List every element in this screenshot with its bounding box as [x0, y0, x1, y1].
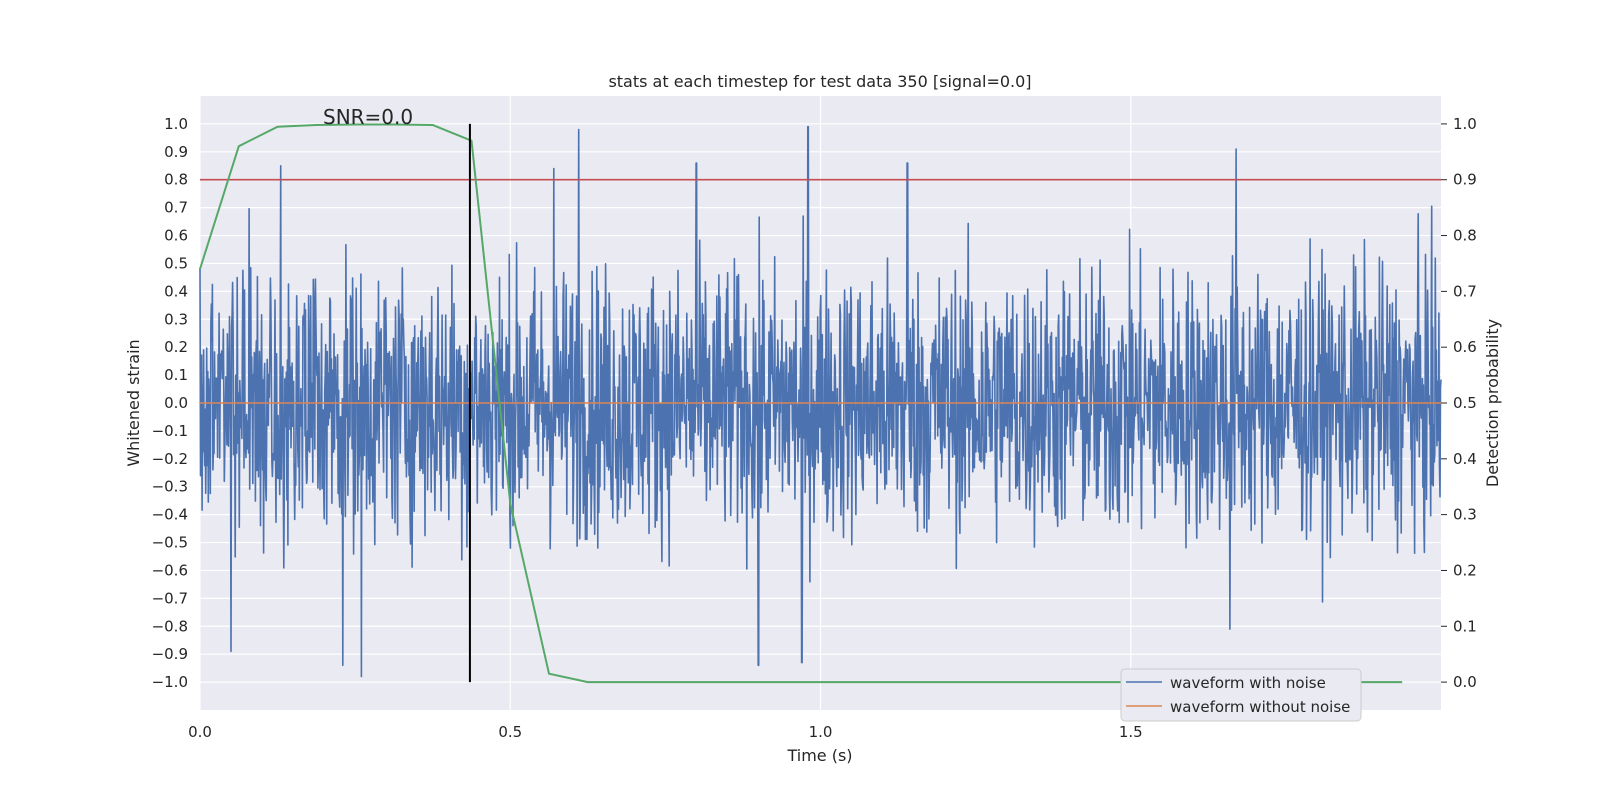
legend: waveform with noise waveform without noi…	[1120, 668, 1362, 722]
right-tick-label: 0.6	[1453, 338, 1477, 356]
y-tick-label: −0.3	[152, 478, 188, 496]
y-tick-label: −0.9	[152, 645, 188, 663]
y-tick-label: 0.0	[164, 394, 188, 412]
right-tick-label: 0.8	[1453, 227, 1477, 245]
y-tick-label: 0.7	[164, 199, 188, 217]
right-tick-label: 0.9	[1453, 171, 1477, 189]
y-axis-label-right: Detection probability	[1483, 319, 1502, 487]
x-axis-label: Time (s)	[786, 746, 852, 765]
y-tick-label: −0.7	[152, 589, 188, 607]
series-line-detection-probability	[199, 123, 1403, 684]
y-tick-label: 1.0	[164, 115, 188, 133]
legend-label-clean: waveform without noise	[1170, 698, 1350, 716]
chart-title: stats at each timestep for test data 350…	[608, 72, 1031, 91]
right-tick-label: 0.0	[1453, 673, 1477, 691]
y-tick-label: −0.6	[152, 561, 188, 579]
y-tick-label: 0.1	[164, 366, 188, 384]
y-tick-label: 0.6	[164, 227, 188, 245]
y-tick-label: −0.8	[152, 617, 188, 635]
y-tick-label: −0.4	[152, 506, 188, 524]
right-tick-label: 0.3	[1453, 506, 1477, 524]
y-tick-label: 0.5	[164, 254, 188, 272]
y-tick-label: −1.0	[152, 673, 188, 691]
y-tick-label: −0.1	[152, 422, 188, 440]
y-tick-label: 0.8	[164, 171, 188, 189]
legend-label-noise: waveform with noise	[1170, 674, 1326, 692]
y-tick-label: −0.5	[152, 534, 188, 552]
right-tick-label: 0.2	[1453, 561, 1477, 579]
y-axis-label: Whitened strain	[124, 339, 143, 466]
axis-layer: 0.0 0.5 1.0 1.5 1.0 0.9 0.8 0.7 0.6 0.5 0.4 0.3 0.2 0…	[152, 115, 1477, 741]
y-tick-label: 0.2	[164, 338, 188, 356]
y-tick-label: 0.4	[164, 282, 188, 300]
right-tick-label: 0.7	[1453, 282, 1477, 300]
y-tick-label: −0.2	[152, 450, 188, 468]
right-tick-label: 0.1	[1453, 617, 1477, 635]
series-line-waveform-with-noise	[199, 125, 1442, 678]
x-tick-label: 1.5	[1119, 723, 1143, 741]
right-tick-label: 1.0	[1453, 115, 1477, 133]
x-tick-label: 1.0	[809, 723, 833, 741]
snr-annotation: SNR=0.0	[323, 105, 413, 129]
legend-box	[1120, 668, 1362, 722]
x-tick-label: 0.5	[498, 723, 522, 741]
right-tick-label: 0.4	[1453, 450, 1477, 468]
y-tick-label: 0.3	[164, 310, 188, 328]
x-tick-label: 0.0	[188, 723, 212, 741]
right-tick-label: 0.5	[1453, 394, 1477, 412]
series-layer	[199, 123, 1442, 684]
y-tick-label: 0.9	[164, 143, 188, 161]
